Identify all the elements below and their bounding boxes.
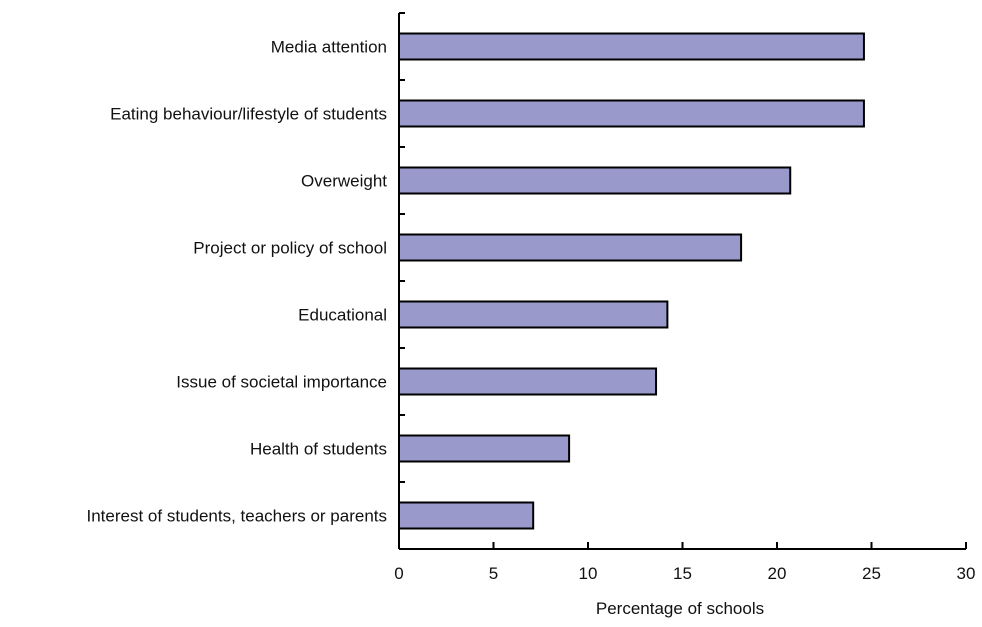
x-tick-label: 0 — [394, 564, 403, 583]
x-tick-label: 10 — [579, 564, 598, 583]
axes-layer — [398, 12, 967, 550]
x-tick-label: 5 — [489, 564, 498, 583]
bar — [398, 367, 658, 396]
category-label: Health of students — [250, 440, 387, 459]
bars-layer — [398, 32, 865, 530]
bar — [398, 434, 571, 463]
x-axis-title: Percentage of schools — [596, 599, 764, 618]
category-label: Eating behaviour/lifestyle of students — [110, 105, 387, 124]
category-label: Project or policy of school — [193, 239, 387, 258]
x-tick-label: 25 — [862, 564, 881, 583]
category-label: Issue of societal importance — [176, 373, 387, 392]
x-tick-label: 20 — [768, 564, 787, 583]
category-label: Interest of students, teachers or parent… — [87, 507, 388, 526]
x-tick-label: 15 — [673, 564, 692, 583]
labels-layer: Media attention Eating behaviour/lifestyl… — [87, 38, 976, 584]
x-tick-label: 30 — [957, 564, 976, 583]
category-label: Educational — [298, 306, 387, 325]
bar — [398, 501, 535, 530]
category-label: Overweight — [301, 172, 387, 191]
category-label: Media attention — [271, 38, 387, 57]
bar — [398, 99, 865, 128]
bar — [398, 300, 669, 329]
bar — [398, 166, 792, 195]
bar — [398, 233, 743, 262]
bar — [398, 32, 865, 61]
